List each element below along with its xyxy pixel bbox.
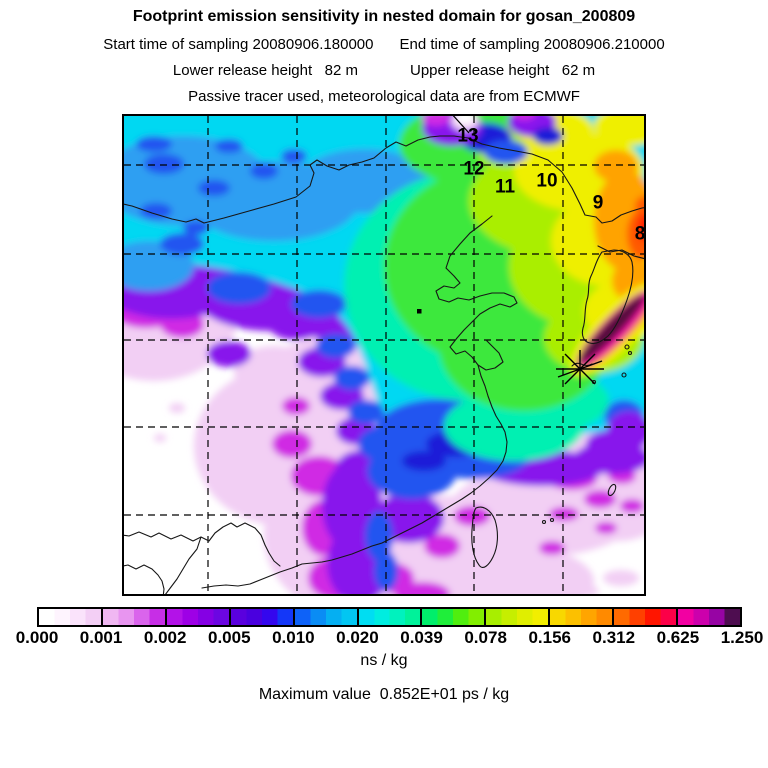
page-title: Footprint emission sensitivity in nested…	[132, 8, 636, 25]
small-island	[621, 372, 627, 378]
high-sensitivity-streak	[570, 282, 644, 376]
upper-release-text: Upper release height 62 m	[410, 62, 596, 79]
coastlines	[124, 135, 644, 594]
footprint-map-panel: 13 12 11 10 9 8	[122, 114, 646, 596]
province-border-3	[124, 564, 165, 594]
trajectory-hour-labels: 13 12 11 10 9 8	[457, 126, 644, 245]
small-island	[549, 517, 555, 523]
korea-coast	[581, 249, 634, 345]
colorbar-segment	[166, 609, 231, 625]
small-island	[624, 344, 630, 350]
colorbar-segment	[678, 609, 740, 625]
trajectory-hour-label: 12	[463, 159, 484, 180]
colorbar-tick-label: 0.625	[656, 628, 700, 647]
colorbar-tick-label: 0.002	[143, 628, 187, 647]
colorbar-segment	[550, 609, 615, 625]
colorbar	[37, 607, 742, 627]
colorbar-segment	[422, 609, 487, 625]
receptor-star-marker	[556, 350, 604, 388]
taiwan-island	[471, 506, 498, 568]
sampling-end-text: End time of sampling 20080906.210000	[399, 36, 665, 53]
colorbar-ticks: 0.000 0.001 0.002 0.005 0.010 0.020 0.039 0.078…	[16, 628, 764, 648]
trajectory-hour-label: 10	[536, 171, 557, 192]
colorbar-units: ns / kg	[360, 652, 408, 669]
lower-release-text: Lower release height 82 m	[172, 62, 358, 79]
trajectory-line	[452, 116, 470, 134]
province-border-1	[124, 522, 281, 567]
colorbar-segment	[358, 609, 423, 625]
china-coast-south	[201, 364, 508, 589]
sampling-start-text: Start time of sampling 20080906.180000	[103, 36, 374, 53]
release-heights-line: Lower release height 82 m Upper release h…	[0, 62, 768, 79]
sensitivity-contour-field	[124, 116, 644, 594]
colorbar-tick-label: 0.156	[528, 628, 571, 647]
colorbar-tick-label: 0.005	[207, 628, 251, 647]
colorbar-segment	[614, 609, 679, 625]
colorbar-tick-label: 0.078	[464, 628, 507, 647]
colorbar-tick-label: 0.010	[272, 628, 315, 647]
colorbar-tick-label: 0.000	[15, 628, 59, 647]
northern-border-line	[124, 135, 644, 224]
small-island	[541, 519, 547, 525]
colorbar-tick-label: 0.312	[592, 628, 636, 647]
trajectory-hour-label: 8	[635, 224, 644, 245]
province-border-2	[165, 536, 202, 594]
max-value-label: Maximum value 0.852E+01 ps / kg	[258, 686, 510, 703]
sampling-times-line: Start time of sampling 20080906.180000 En…	[0, 36, 768, 53]
colorbar-tick-label: 1.250	[720, 628, 764, 647]
colorbar-tick-label: 0.020	[336, 628, 379, 647]
trajectory-hour-label: 13	[457, 126, 478, 147]
colorbar-tick-label: 0.001	[79, 628, 123, 647]
colorbar-segment	[230, 609, 295, 625]
trajectory-hour-label: 9	[593, 193, 604, 214]
colorbar-segment	[39, 609, 103, 625]
station-dot	[417, 309, 422, 314]
trajectory-hour-label: 11	[495, 177, 516, 198]
colorbar-segment	[294, 609, 359, 625]
china-coast-bohai	[435, 215, 518, 371]
colorbar-segment	[486, 609, 551, 625]
colorbar-segment	[102, 609, 167, 625]
colorbar-tick-label: 0.039	[400, 628, 443, 647]
tracer-note: Passive tracer used, meteorological data…	[188, 88, 580, 105]
small-island	[627, 350, 633, 356]
small-island	[607, 483, 617, 497]
